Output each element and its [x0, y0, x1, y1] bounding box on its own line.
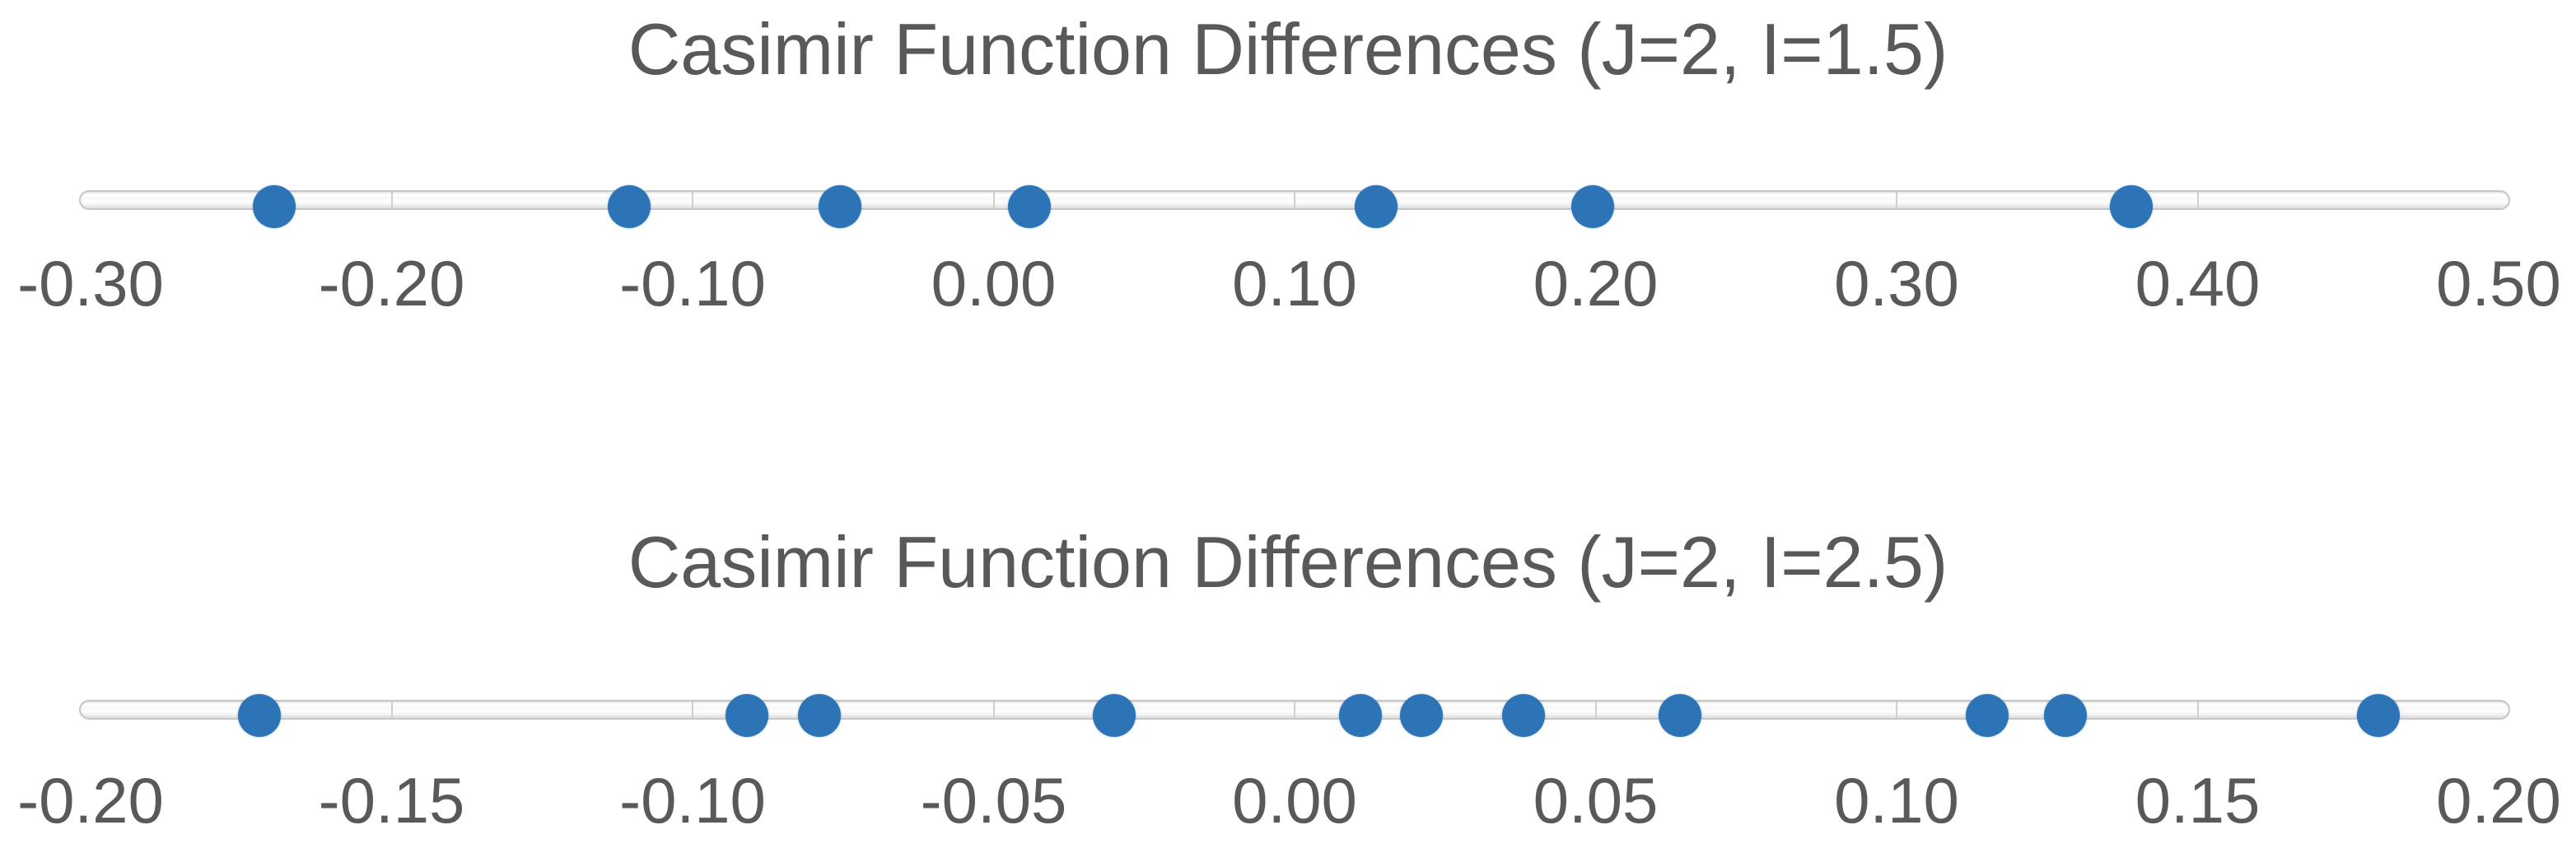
axis-tick-label: 0.00: [1232, 764, 1357, 837]
chart-title: Casimir Function Differences (J=2, I=1.5…: [628, 8, 1948, 90]
axis-tick-label: 0.40: [2135, 247, 2261, 319]
data-point: [1092, 694, 1136, 737]
axis-tick-mark: [1896, 192, 1897, 208]
data-point: [2110, 185, 2154, 228]
axis-tick-mark: [1294, 192, 1295, 208]
axis-tick-mark: [390, 702, 393, 718]
data-point: [608, 185, 651, 228]
chart-title: Casimir Function Differences (J=2, I=2.5…: [628, 521, 1948, 603]
axis-tick-label: 0.10: [1232, 247, 1357, 319]
axis-tick-label: 0.30: [1834, 247, 1959, 319]
data-point: [725, 694, 768, 737]
axis-tick-mark: [1594, 702, 1597, 718]
axis-tick-label: -0.15: [318, 764, 465, 837]
data-point: [1658, 694, 1701, 737]
axis-tick-label: -0.10: [619, 764, 766, 837]
data-point: [797, 694, 841, 737]
data-point: [1008, 185, 1052, 228]
data-point: [1354, 185, 1398, 228]
axis-tick-mark: [1896, 702, 1897, 718]
axis-tick-mark: [390, 192, 393, 208]
data-point: [819, 185, 862, 228]
axis-tick-label: 0.05: [1533, 764, 1659, 837]
data-point: [1965, 694, 2009, 737]
axis-tick-label: 0.00: [931, 247, 1057, 319]
axis-tick-mark: [692, 192, 693, 208]
axis-tick-label: -0.30: [17, 247, 164, 319]
data-point: [2356, 694, 2400, 737]
axis-tick-label: 0.20: [2436, 764, 2561, 837]
axis-tick-mark: [2196, 192, 2199, 208]
axis-tick-mark: [2196, 702, 2199, 718]
data-point: [1570, 185, 1614, 228]
data-point: [1501, 694, 1545, 737]
axis-tick-label: 0.10: [1834, 764, 1959, 837]
data-point: [237, 694, 281, 737]
axis-tick-label: -0.20: [318, 247, 465, 319]
axis-tick-label: -0.05: [920, 764, 1067, 837]
axis-tick-mark: [1294, 702, 1295, 718]
axis-tick-label: 0.20: [1533, 247, 1659, 319]
axis-tick-mark: [992, 702, 995, 718]
axis-tick-mark: [692, 702, 693, 718]
axis-tick-mark: [992, 192, 995, 208]
axis-tick-label: -0.20: [17, 764, 164, 837]
axis-tick-label: 0.50: [2436, 247, 2561, 319]
data-point: [1399, 694, 1443, 737]
data-point: [1339, 694, 1383, 737]
axis-tick-label: -0.10: [619, 247, 766, 319]
axis-tick-label: 0.15: [2135, 764, 2261, 837]
data-point: [2043, 694, 2087, 737]
data-point: [252, 185, 296, 228]
